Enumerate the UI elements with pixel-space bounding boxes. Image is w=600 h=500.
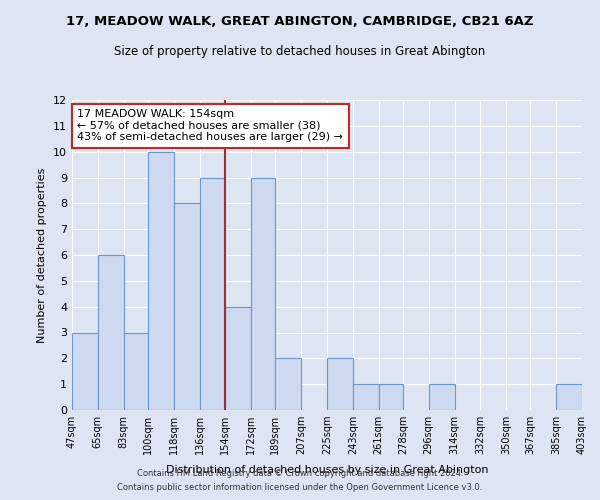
Bar [124, 332, 148, 410]
Bar [72, 332, 98, 410]
Bar [98, 255, 124, 410]
Bar [174, 204, 199, 410]
Text: Contains HM Land Registry data © Crown copyright and database right 2024.: Contains HM Land Registry data © Crown c… [137, 468, 463, 477]
Bar [275, 358, 301, 410]
Text: 17, MEADOW WALK, GREAT ABINGTON, CAMBRIDGE, CB21 6AZ: 17, MEADOW WALK, GREAT ABINGTON, CAMBRID… [66, 15, 534, 28]
Bar [148, 152, 174, 410]
Y-axis label: Number of detached properties: Number of detached properties [37, 168, 47, 342]
Bar [327, 358, 353, 410]
Bar [556, 384, 582, 410]
Text: Size of property relative to detached houses in Great Abington: Size of property relative to detached ho… [115, 45, 485, 58]
Bar [379, 384, 403, 410]
Bar [225, 306, 251, 410]
Text: 17 MEADOW WALK: 154sqm
← 57% of detached houses are smaller (38)
43% of semi-det: 17 MEADOW WALK: 154sqm ← 57% of detached… [77, 110, 343, 142]
Bar [199, 178, 225, 410]
X-axis label: Distribution of detached houses by size in Great Abington: Distribution of detached houses by size … [166, 466, 488, 475]
Bar [251, 178, 275, 410]
Bar [429, 384, 455, 410]
Bar [353, 384, 379, 410]
Text: Contains public sector information licensed under the Open Government Licence v3: Contains public sector information licen… [118, 484, 482, 492]
